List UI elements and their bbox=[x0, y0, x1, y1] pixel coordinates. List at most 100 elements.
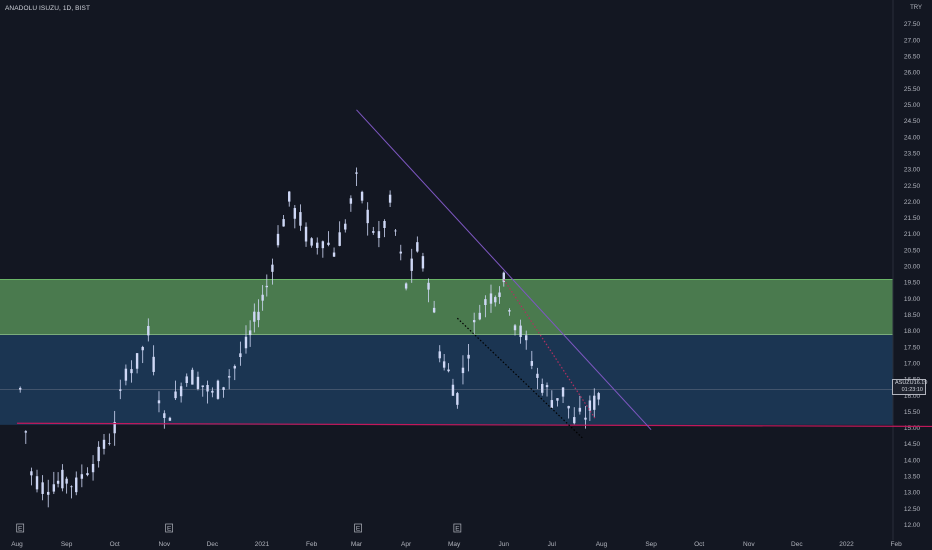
x-tick-label: 2021 bbox=[255, 541, 270, 548]
y-tick-label: 21.50 bbox=[904, 215, 921, 222]
candle-body bbox=[80, 474, 84, 479]
blue-zone bbox=[0, 334, 893, 425]
trend-line[interactable] bbox=[356, 109, 652, 431]
y-tick-label: 25.50 bbox=[904, 86, 921, 93]
candle-body bbox=[86, 473, 89, 476]
x-tick-label: Sep bbox=[61, 541, 73, 548]
candle-body bbox=[130, 369, 133, 374]
y-tick-label: 22.50 bbox=[904, 183, 921, 190]
candle-body bbox=[456, 393, 459, 405]
candle-body bbox=[227, 376, 231, 378]
candle-body bbox=[447, 369, 450, 372]
candle-body bbox=[65, 478, 68, 484]
y-tick-label: 19.50 bbox=[904, 280, 921, 287]
candle-body bbox=[299, 212, 302, 226]
y-tick-label: 26.00 bbox=[904, 70, 921, 77]
candle-body bbox=[56, 480, 60, 484]
candle-body bbox=[52, 484, 56, 492]
y-tick-label: 16.00 bbox=[904, 393, 921, 400]
candle-body bbox=[75, 477, 78, 493]
dotted-trend-line[interactable] bbox=[456, 317, 583, 439]
y-tick-label: 15.00 bbox=[904, 425, 921, 432]
x-tick-label: Dec bbox=[207, 541, 219, 548]
candle-body bbox=[427, 282, 430, 290]
candle-body bbox=[179, 386, 183, 397]
support-line[interactable] bbox=[16, 422, 932, 428]
y-tick-label: 18.00 bbox=[904, 328, 921, 335]
candle-body bbox=[108, 443, 111, 444]
candle-body bbox=[332, 252, 336, 257]
y-tick-label: 23.00 bbox=[904, 167, 921, 174]
x-tick-label: Apr bbox=[401, 541, 412, 548]
price-tag-price: 16.19 bbox=[913, 380, 928, 386]
x-tick-label: Mar bbox=[351, 541, 363, 548]
candle-body bbox=[593, 395, 596, 410]
candle-body bbox=[304, 226, 308, 242]
candle-body bbox=[545, 385, 549, 388]
candle-body bbox=[388, 194, 392, 203]
candle-body bbox=[372, 231, 375, 233]
candle-body bbox=[61, 469, 64, 489]
x-tick-label: Aug bbox=[11, 541, 23, 548]
price-tag-ticker: ASUZU bbox=[895, 380, 914, 386]
candle-body bbox=[30, 471, 33, 476]
earnings-marker[interactable] bbox=[453, 523, 462, 533]
y-tick-label: 24.00 bbox=[904, 134, 921, 141]
candle-body bbox=[573, 417, 576, 424]
currency-label: TRY bbox=[910, 5, 922, 11]
candle-body bbox=[494, 297, 497, 303]
candle-body bbox=[168, 417, 172, 421]
candle-body bbox=[550, 400, 554, 408]
earnings-marker[interactable] bbox=[165, 523, 173, 533]
earnings-marker[interactable] bbox=[16, 523, 25, 533]
candle-body bbox=[271, 264, 274, 272]
candle-body bbox=[248, 330, 252, 336]
candle-body bbox=[216, 380, 220, 399]
earnings-marker[interactable] bbox=[354, 523, 362, 533]
earnings-marker-letter: E bbox=[455, 526, 460, 533]
candle-body bbox=[442, 361, 446, 368]
earnings-marker-letter: E bbox=[18, 526, 23, 533]
candle-body bbox=[185, 376, 188, 384]
candle-body bbox=[19, 387, 22, 390]
candle-body bbox=[399, 251, 402, 254]
candle-body bbox=[578, 407, 582, 412]
candle-body bbox=[472, 320, 476, 323]
candle-body bbox=[355, 172, 358, 174]
candle-body bbox=[513, 325, 517, 331]
candle-body bbox=[338, 232, 341, 246]
candle-body bbox=[257, 311, 260, 321]
green-zone bbox=[0, 279, 893, 335]
candle-body bbox=[152, 356, 155, 372]
y-tick-label: 19.00 bbox=[904, 296, 921, 303]
candle-body bbox=[201, 385, 204, 387]
candle-body bbox=[584, 417, 587, 420]
candle-body bbox=[383, 220, 386, 228]
candle-body bbox=[530, 361, 534, 366]
candle-body bbox=[276, 233, 280, 246]
candle-body bbox=[157, 400, 161, 404]
y-tick-label: 27.50 bbox=[904, 21, 921, 28]
candle-body bbox=[321, 241, 325, 249]
y-tick-label: 12.00 bbox=[904, 522, 921, 529]
candle-body bbox=[410, 258, 413, 271]
candle-body bbox=[293, 208, 297, 219]
candle-body bbox=[124, 368, 128, 381]
candle-body bbox=[567, 405, 570, 409]
candle-body bbox=[222, 387, 225, 390]
candle-body bbox=[432, 307, 436, 313]
candle-body bbox=[349, 198, 353, 204]
earnings-marker-letter: E bbox=[356, 526, 361, 533]
y-tick-label: 23.50 bbox=[904, 150, 921, 157]
y-tick-label: 12.50 bbox=[904, 506, 921, 513]
candle-body bbox=[191, 369, 194, 385]
candle-body bbox=[288, 191, 291, 202]
candle-body bbox=[394, 230, 397, 232]
candle-body bbox=[47, 491, 50, 495]
y-tick-label: 18.50 bbox=[904, 312, 921, 319]
candle-body bbox=[244, 336, 248, 349]
x-tick-label: May bbox=[448, 541, 461, 548]
candle-body bbox=[310, 238, 313, 246]
